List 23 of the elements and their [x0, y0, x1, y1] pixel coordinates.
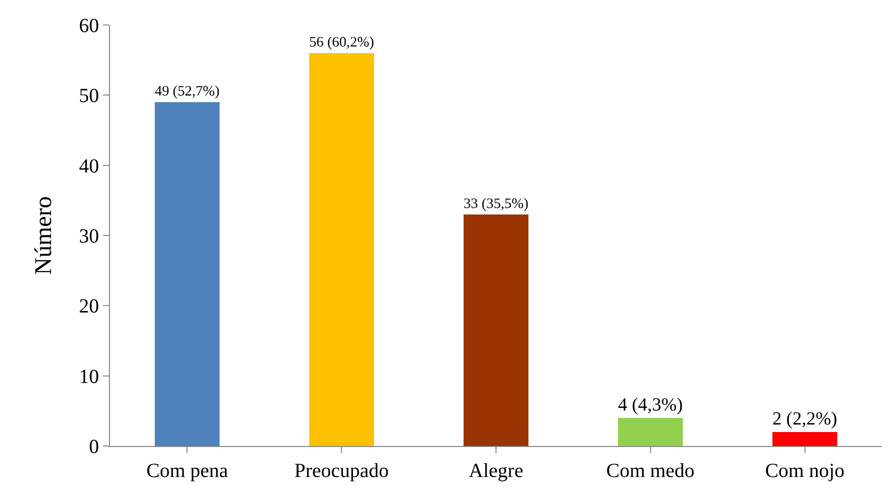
- bar: [309, 53, 374, 446]
- y-tick-label: 50: [79, 85, 99, 108]
- bar: [618, 418, 683, 446]
- y-tick-label: 10: [79, 366, 99, 388]
- data-label: 4 (4,3%): [618, 394, 683, 416]
- y-tick-label: 20: [79, 296, 99, 318]
- data-label: 56 (60,2%): [309, 34, 374, 50]
- y-tick-label: 60: [79, 15, 99, 37]
- x-tick-label: Com pena: [146, 460, 228, 482]
- y-tick-label: 0: [89, 436, 99, 458]
- data-label: 33 (35,5%): [464, 196, 529, 212]
- y-tick-label: 40: [79, 155, 99, 178]
- data-label: 49 (52,7%): [154, 84, 220, 100]
- bar: [464, 214, 528, 446]
- x-tick-label: Preocupado: [294, 460, 389, 482]
- data-label: 2 (2,2%): [772, 408, 838, 430]
- x-tick-label: Com medo: [606, 460, 695, 482]
- bar: [154, 102, 220, 446]
- bar: [772, 432, 838, 446]
- x-tick-label: Alegre: [468, 460, 524, 482]
- x-tick-label: Com nojo: [765, 460, 845, 482]
- y-tick-label: 30: [79, 226, 99, 248]
- y-axis-title: Número: [31, 196, 58, 275]
